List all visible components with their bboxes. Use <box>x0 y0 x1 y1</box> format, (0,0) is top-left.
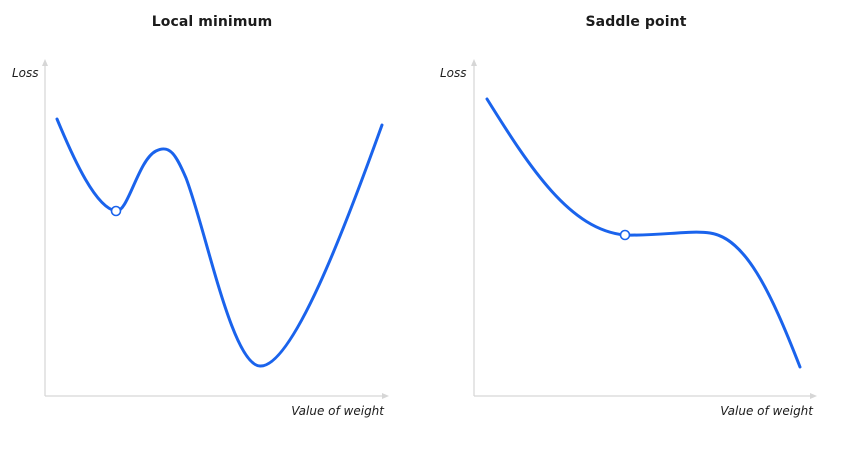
saddle-point-marker <box>619 229 631 241</box>
saddle-y-axis-label: Loss <box>440 66 467 80</box>
saddle-point-axes <box>471 59 817 399</box>
local-y-axis-label: Loss <box>12 66 39 80</box>
local-minimum-panel: Local minimum Loss Value of weight <box>12 14 384 418</box>
saddle-point-curve <box>485 97 802 369</box>
saddle-x-axis-arrow <box>810 393 817 399</box>
local-minimum-title: Local minimum <box>151 14 273 30</box>
local-y-axis-arrow <box>42 59 48 66</box>
saddle-point-panel: Saddle point Loss Value of weight <box>424 0 848 454</box>
local-minimum-axes <box>42 59 389 399</box>
local-x-axis-arrow <box>382 393 389 399</box>
local-x-axis-label: Value of weight <box>291 404 384 418</box>
local-minimum-marker <box>110 205 122 217</box>
saddle-point-title: Saddle point <box>585 14 687 30</box>
saddle-x-axis-label: Value of weight <box>720 404 813 418</box>
saddle-y-axis-arrow <box>471 59 477 66</box>
